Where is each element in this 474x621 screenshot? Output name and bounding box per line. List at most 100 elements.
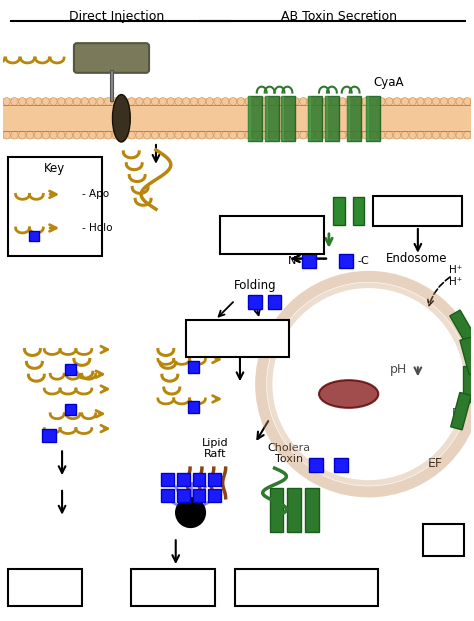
Bar — [209, 473, 221, 486]
Text: pH: pH — [390, 363, 407, 376]
Ellipse shape — [323, 97, 330, 106]
Ellipse shape — [50, 97, 57, 106]
Bar — [188, 401, 200, 413]
Ellipse shape — [112, 97, 119, 106]
Bar — [192, 473, 205, 486]
Bar — [188, 361, 200, 373]
Bar — [270, 488, 283, 532]
Ellipse shape — [401, 97, 409, 106]
Ellipse shape — [386, 97, 393, 106]
Bar — [65, 404, 76, 415]
Text: -C: -C — [357, 256, 369, 266]
Bar — [65, 365, 76, 375]
Ellipse shape — [284, 97, 292, 106]
Ellipse shape — [448, 131, 455, 139]
Ellipse shape — [27, 97, 34, 106]
Text: - Apo: - Apo — [82, 189, 109, 199]
Ellipse shape — [42, 131, 49, 139]
Ellipse shape — [214, 131, 221, 139]
Text: Endocytosis: Endocytosis — [383, 205, 453, 218]
Ellipse shape — [144, 131, 151, 139]
Ellipse shape — [144, 97, 151, 106]
Ellipse shape — [159, 131, 166, 139]
Ellipse shape — [229, 131, 237, 139]
Ellipse shape — [3, 97, 10, 106]
Ellipse shape — [355, 131, 362, 139]
Ellipse shape — [175, 97, 182, 106]
Bar — [177, 473, 190, 486]
Ellipse shape — [136, 97, 143, 106]
Text: ER: ER — [341, 389, 357, 399]
Ellipse shape — [120, 97, 128, 106]
Ellipse shape — [378, 97, 385, 106]
Bar — [333, 197, 345, 225]
Ellipse shape — [159, 97, 166, 106]
Ellipse shape — [440, 97, 447, 106]
Ellipse shape — [456, 97, 463, 106]
Ellipse shape — [417, 97, 424, 106]
Bar — [450, 310, 474, 347]
Bar — [366, 96, 380, 141]
Ellipse shape — [370, 131, 377, 139]
Ellipse shape — [276, 131, 283, 139]
Text: Direct Injection: Direct Injection — [69, 10, 164, 23]
Ellipse shape — [386, 131, 393, 139]
Ellipse shape — [300, 97, 307, 106]
Ellipse shape — [425, 131, 432, 139]
Ellipse shape — [65, 97, 73, 106]
Ellipse shape — [339, 97, 346, 106]
Ellipse shape — [73, 97, 81, 106]
Text: PA: PA — [452, 407, 466, 420]
Ellipse shape — [270, 285, 467, 483]
Ellipse shape — [433, 97, 440, 106]
Bar — [220, 216, 324, 253]
Bar — [423, 525, 465, 556]
Ellipse shape — [417, 131, 424, 139]
Ellipse shape — [198, 97, 205, 106]
Ellipse shape — [206, 131, 213, 139]
Bar — [161, 489, 174, 502]
Ellipse shape — [65, 131, 73, 139]
Ellipse shape — [308, 97, 315, 106]
Text: Folding: Folding — [234, 279, 276, 292]
Ellipse shape — [323, 131, 330, 139]
Bar — [282, 96, 284, 141]
Ellipse shape — [276, 97, 283, 106]
Bar — [268, 295, 282, 309]
Bar — [346, 96, 361, 141]
Ellipse shape — [346, 131, 354, 139]
Bar — [264, 96, 268, 141]
Ellipse shape — [167, 131, 174, 139]
Ellipse shape — [464, 131, 471, 139]
Ellipse shape — [120, 131, 128, 139]
Ellipse shape — [409, 97, 416, 106]
Text: N-: N- — [288, 256, 301, 266]
Bar — [325, 96, 339, 141]
Ellipse shape — [73, 131, 81, 139]
Bar — [186, 320, 290, 358]
Ellipse shape — [237, 97, 245, 106]
Ellipse shape — [222, 131, 229, 139]
Bar — [305, 488, 319, 532]
Bar — [339, 253, 353, 268]
Ellipse shape — [42, 97, 49, 106]
Text: AB Toxin Secretion: AB Toxin Secretion — [281, 10, 397, 23]
Text: I. Lipase
Activity: I. Lipase Activity — [22, 577, 68, 599]
Ellipse shape — [464, 97, 471, 106]
Bar — [346, 96, 350, 141]
Ellipse shape — [319, 380, 378, 408]
Ellipse shape — [269, 131, 276, 139]
Bar — [282, 96, 295, 141]
Bar — [374, 196, 462, 226]
Bar — [8, 157, 101, 256]
Bar — [177, 489, 190, 502]
Text: III.: III. — [436, 534, 451, 546]
Text: Endosome: Endosome — [386, 252, 448, 265]
Bar — [131, 569, 215, 607]
Ellipse shape — [315, 131, 322, 139]
Ellipse shape — [237, 131, 245, 139]
Ellipse shape — [355, 97, 362, 106]
Ellipse shape — [253, 97, 260, 106]
Ellipse shape — [105, 97, 112, 106]
Bar — [451, 392, 471, 430]
